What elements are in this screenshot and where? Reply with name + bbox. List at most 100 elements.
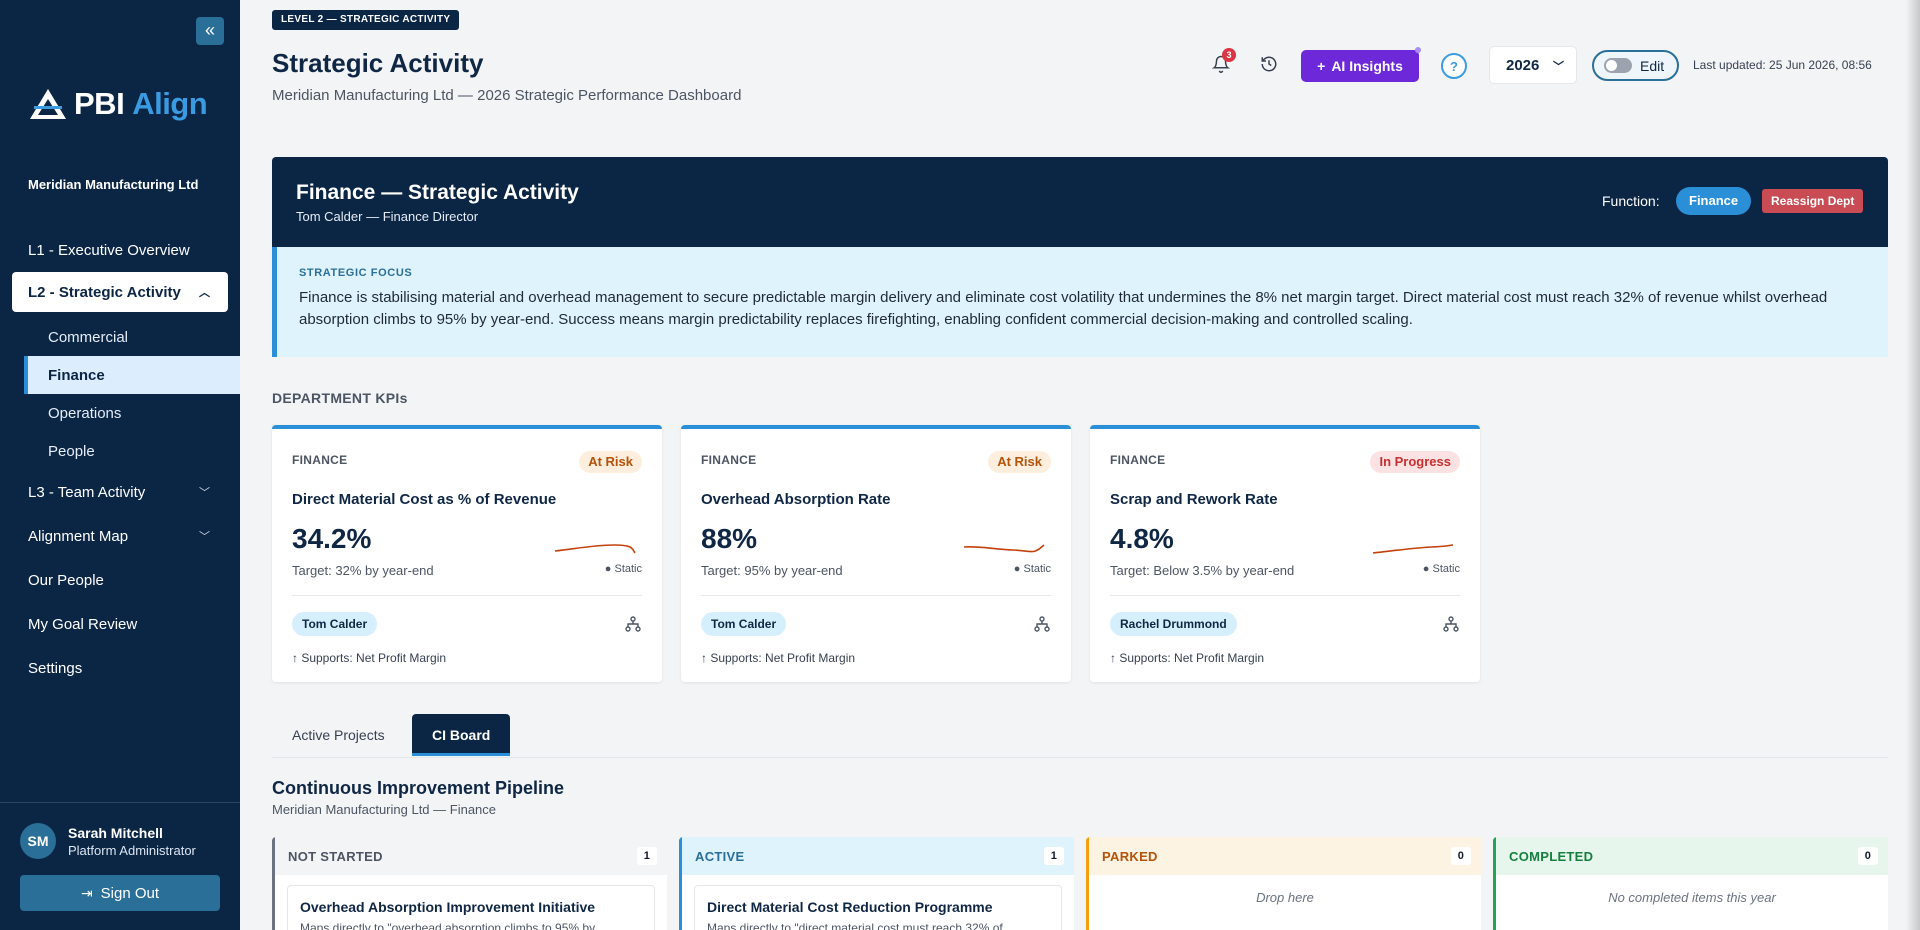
reassign-dept-button[interactable]: Reassign Dept [1762,189,1864,213]
kanban-column-active: ACTIVE 1 Direct Material Cost Reduction … [679,837,1074,930]
sparkline-icon [554,544,636,554]
kpi-trend-label: Static [1432,563,1460,575]
toggle-knob [1606,60,1617,71]
kanban-card[interactable]: Direct Material Cost Reduction Programme… [694,885,1062,930]
card-description: Maps directly to "direct material cost m… [707,921,1003,930]
kanban-column-parked: PARKED 0 Drop here [1086,837,1481,930]
sidebar-item-l3[interactable]: L3 - Team Activity ﹀ [0,470,240,514]
help-button[interactable]: ? [1441,53,1467,79]
sidebar-item-alignment-map[interactable]: Alignment Map ﹀ [0,514,240,558]
page-subtitle: Meridian Manufacturing Ltd — 2026 Strate… [272,87,742,104]
toggle-switch [1604,58,1632,73]
history-button[interactable] [1255,50,1283,78]
sidebar-item-settings[interactable]: Settings [0,646,240,690]
sign-out-button[interactable]: ⇥ Sign Out [20,875,220,911]
card-title: Direct Material Cost Reduction Programme [707,899,993,915]
strategic-focus: STRATEGIC FOCUS Finance is stabilising m… [272,247,1888,357]
column-header: ACTIVE 1 [682,837,1074,875]
kpi-function: FINANCE [292,453,348,467]
status-badge: In Progress [1370,451,1460,473]
chevron-down-icon: ﹀ [1553,61,1564,73]
kpi-trend-label: Static [614,563,642,575]
chevron-down-icon: ﹀ [199,531,210,543]
pipeline-subtitle: Meridian Manufacturing Ltd — Finance [272,802,497,817]
kpi-card[interactable]: FINANCE At Risk Direct Material Cost as … [272,425,662,682]
sidebar-subitem-operations[interactable]: Operations [0,394,240,432]
function-pill[interactable]: Finance [1676,187,1752,215]
sign-out-icon: ⇥ [80,884,93,901]
logo-brand-a: PBI [74,86,125,121]
owner-pill[interactable]: Rachel Drummond [1110,612,1237,636]
year-value: 2026 [1506,56,1540,74]
kpi-card[interactable]: FINANCE At Risk Overhead Absorption Rate… [681,425,1071,682]
column-body[interactable]: Drop here [1089,875,1481,930]
level-badge: LEVEL 2 — STRATEGIC ACTIVITY [272,10,460,30]
kpi-trend: ● Static [1422,563,1460,575]
logo-brand-b: Align [132,86,208,121]
last-updated: Last updated: 25 Jun 2026, 08:56 [1693,58,1872,72]
column-count: 1 [637,847,657,865]
alignment-tree-icon[interactable] [1033,615,1051,633]
kpi-trend: ● Static [604,563,642,575]
sidebar-subitem-label: Commercial [48,328,129,346]
owner-pill[interactable]: Tom Calder [292,612,378,636]
sidebar-item-label: Settings [28,659,83,677]
sidebar-subitem-label: Finance [48,366,105,384]
card-description: Maps directly to "overhead absorption cl… [300,921,596,930]
year-select[interactable]: 2026 ﹀ [1489,46,1577,84]
column-name: NOT STARTED [288,848,383,864]
kpi-trend-label: Static [1023,563,1051,575]
kpi-supports: ↑ Supports: Net Profit Margin [292,651,447,665]
sidebar-item-goal-review[interactable]: My Goal Review [0,602,240,646]
edit-toggle[interactable]: Edit [1592,50,1679,81]
card-title: Overhead Absorption Improvement Initiati… [300,899,596,915]
sidebar-item-our-people[interactable]: Our People [0,558,240,602]
logo-triangle-icon [30,89,66,119]
tab-ci-board[interactable]: CI Board [412,714,511,756]
sidebar: « PBI Align Meridian Manufacturing Ltd L… [0,0,240,930]
department-title: Finance — Strategic Activity [296,181,579,204]
kpi-name: Direct Material Cost as % of Revenue [292,491,557,508]
department-lead: Tom Calder — Finance Director [296,209,479,224]
kpis-section-label: DEPARTMENT KPIs [272,390,408,406]
avatar: SM [20,823,56,859]
sidebar-nav: L1 - Executive Overview L2 - Strategic A… [0,228,240,690]
sidebar-subitem-finance[interactable]: Finance [24,356,240,394]
alignment-tree-icon[interactable] [1442,615,1460,633]
pipeline-title: Continuous Improvement Pipeline [272,778,565,798]
sidebar-subitem-people[interactable]: People [0,432,240,470]
sidebar-item-l2[interactable]: L2 - Strategic Activity ︿ [12,272,228,312]
column-body[interactable]: No completed items this year [1496,875,1888,930]
divider [1110,595,1460,596]
notification-count-badge: 3 [1222,48,1236,62]
sidebar-subitem-commercial[interactable]: Commercial [0,318,240,356]
strategic-focus-text: Finance is stabilising material and over… [299,289,1828,328]
sidebar-item-label: Alignment Map [28,527,129,545]
column-name: PARKED [1102,848,1158,864]
window-edge-shadow [1906,0,1920,930]
kpi-card[interactable]: FINANCE In Progress Scrap and Rework Rat… [1090,425,1480,682]
kpi-target: Target: 95% by year-end [701,563,843,578]
plus-icon: + [1317,58,1326,74]
tab-active-projects[interactable]: Active Projects [292,727,385,743]
column-header: COMPLETED 0 [1496,837,1888,875]
column-count: 0 [1451,847,1471,865]
owner-pill[interactable]: Tom Calder [701,612,787,636]
alignment-tree-icon[interactable] [624,615,642,633]
sidebar-item-label: L3 - Team Activity [28,483,146,501]
notifications-button[interactable]: 3 [1207,48,1236,78]
kanban-card[interactable]: Overhead Absorption Improvement Initiati… [287,885,655,930]
status-badge: At Risk [988,451,1051,473]
tab-bar: Active Projects CI Board [272,714,1888,758]
kpi-trend: ● Static [1013,563,1051,575]
collapse-sidebar-icon[interactable]: « [196,17,224,45]
ai-indicator-dot [1415,47,1421,53]
ai-insights-button[interactable]: + AI Insights [1301,47,1421,82]
sidebar-item-label: Our People [28,571,104,589]
sidebar-subitem-label: People [48,442,95,460]
bell-icon [1212,55,1230,73]
column-body: Direct Material Cost Reduction Programme… [682,875,1074,930]
column-name: ACTIVE [695,848,745,864]
sidebar-item-l1[interactable]: L1 - Executive Overview [0,228,240,272]
column-body: Overhead Absorption Improvement Initiati… [275,875,667,930]
